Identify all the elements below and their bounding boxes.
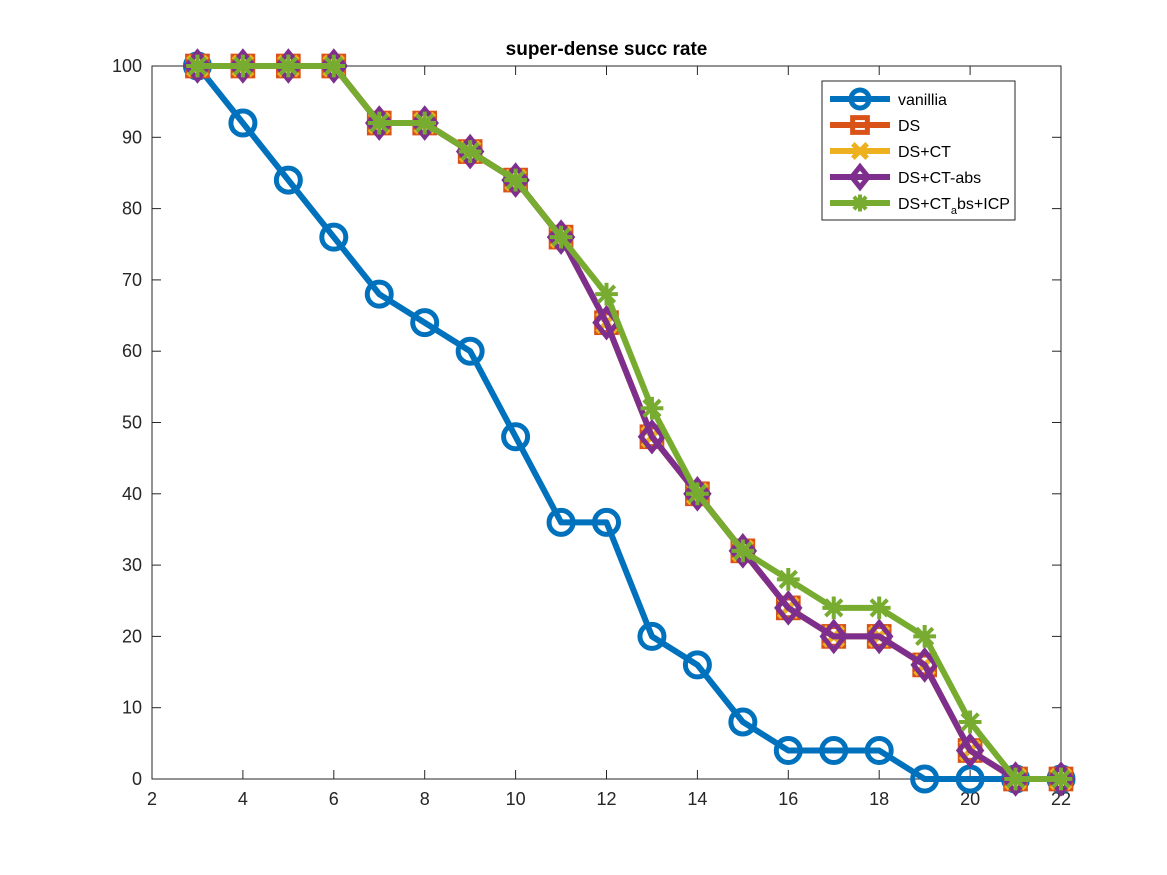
y-tick-label: 80	[122, 199, 142, 219]
legend-marker	[851, 194, 869, 212]
data-point	[501, 422, 531, 452]
legend-label-subscript: a	[951, 205, 958, 217]
data-point	[186, 54, 209, 78]
data-point	[682, 650, 712, 680]
data-point	[731, 539, 755, 563]
data-point	[819, 618, 848, 655]
chart-title: super-dense succ rate	[506, 39, 708, 60]
legend-marker	[848, 162, 872, 192]
data-point	[867, 596, 891, 620]
series-4	[186, 54, 1073, 791]
y-tick-label: 100	[112, 56, 142, 76]
x-tick-label: 14	[687, 789, 707, 809]
legend-label: DS	[898, 118, 920, 135]
x-tick-label: 20	[960, 789, 980, 809]
data-point	[1004, 767, 1027, 791]
plot-series	[182, 48, 1076, 797]
data-point	[504, 168, 527, 192]
data-point	[958, 710, 982, 734]
x-tick-label: 10	[506, 789, 526, 809]
data-point	[728, 707, 758, 737]
legend-item[interactable]: DS	[830, 115, 920, 135]
y-tick-label: 70	[122, 270, 142, 290]
x-tick-label: 16	[778, 789, 798, 809]
data-point	[319, 222, 349, 252]
x-tick-label: 8	[420, 789, 430, 809]
legend-label-rest: bs+ICP	[957, 196, 1010, 213]
data-point	[549, 225, 573, 249]
data-point	[1049, 767, 1073, 791]
y-tick-label: 40	[122, 484, 142, 504]
data-point	[822, 596, 846, 620]
x-tick-label: 4	[238, 789, 248, 809]
y-tick-label: 90	[122, 127, 142, 147]
data-point	[322, 54, 346, 78]
data-point	[595, 282, 618, 306]
data-point	[910, 647, 939, 683]
data-point	[637, 621, 667, 651]
data-point	[955, 732, 985, 769]
data-point	[276, 54, 300, 78]
data-point	[364, 279, 394, 309]
data-point	[910, 764, 940, 794]
x-tick-label: 6	[329, 789, 339, 809]
data-point	[228, 108, 258, 138]
x-tick-label: 12	[596, 789, 616, 809]
y-tick-label: 50	[122, 413, 142, 433]
legend-label: DS+CT-abs	[898, 170, 981, 187]
legend-item[interactable]: DS+CT	[830, 142, 951, 161]
data-point	[546, 507, 576, 537]
data-point	[773, 735, 803, 765]
y-tick-label: 0	[132, 769, 142, 789]
legend-marker	[850, 115, 870, 135]
data-point	[774, 590, 803, 626]
legend-marker	[848, 87, 872, 111]
data-point	[367, 111, 391, 135]
legend-item[interactable]: DS+CTabs+ICP	[830, 194, 1010, 217]
data-point	[913, 625, 937, 648]
y-tick-label: 20	[122, 626, 142, 646]
data-point	[413, 111, 437, 135]
legend-marker	[851, 142, 869, 160]
legend-label: DS+CTabs+ICP	[898, 196, 1010, 217]
y-tick-label: 30	[122, 555, 142, 575]
y-tick-label: 60	[122, 341, 142, 361]
data-point	[455, 336, 485, 366]
data-point	[231, 54, 255, 78]
data-point	[410, 308, 440, 338]
data-point	[864, 735, 894, 765]
y-tick-label: 10	[122, 698, 142, 718]
x-tick-label: 18	[869, 789, 889, 809]
data-point	[776, 567, 800, 591]
data-point	[686, 482, 709, 506]
data-point	[458, 140, 482, 163]
x-tick-label: 2	[147, 789, 157, 809]
data-point	[592, 507, 621, 537]
legend-item[interactable]: DS+CT-abs	[830, 162, 981, 192]
data-point	[640, 396, 664, 420]
data-point	[819, 735, 849, 765]
legend-label: vanillia	[898, 92, 947, 109]
data-point	[864, 618, 894, 655]
data-point	[637, 418, 667, 455]
legend-label: DS+CT	[898, 144, 951, 161]
data-point	[273, 165, 303, 195]
x-tick-label: 22	[1051, 789, 1071, 809]
legend-label-main: DS+CT	[898, 196, 951, 213]
legend-item[interactable]: vanillia	[830, 87, 947, 111]
